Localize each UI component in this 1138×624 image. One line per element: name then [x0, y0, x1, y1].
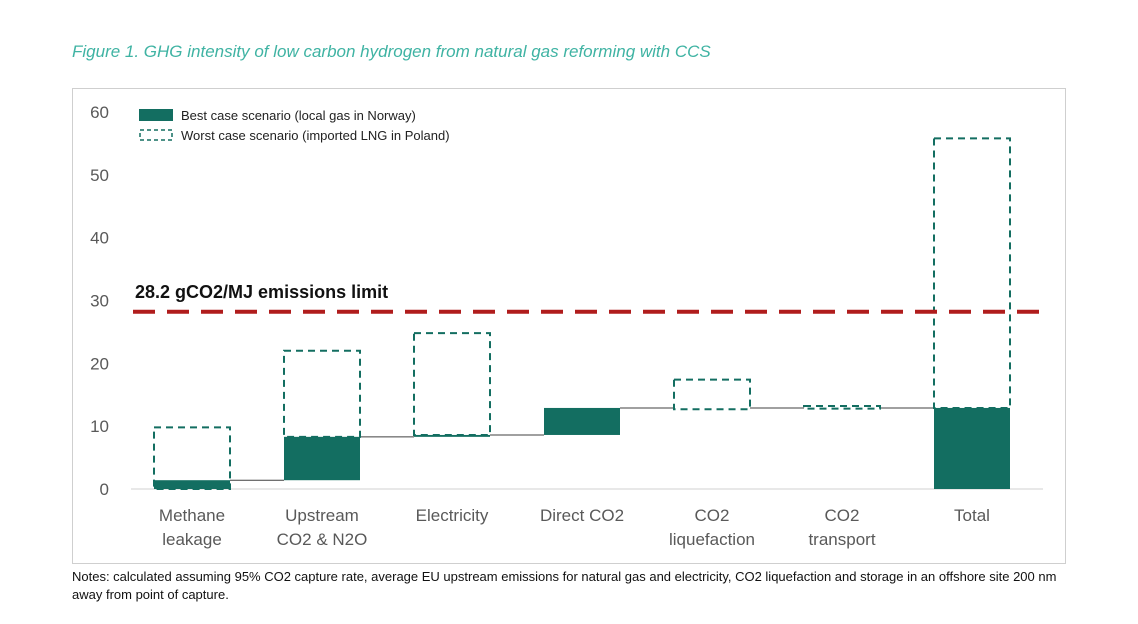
legend-label-best: Best case scenario (local gas in Norway)	[181, 108, 416, 123]
worst-case-bar	[153, 426, 231, 491]
y-tick-label: 30	[90, 292, 109, 311]
y-tick-label: 0	[100, 480, 109, 499]
figure-notes: Notes: calculated assuming 95% CO2 captu…	[72, 569, 1057, 602]
y-tick-label: 50	[90, 166, 109, 185]
x-category-label: CO2	[695, 506, 730, 525]
x-category-label: Direct CO2	[540, 506, 624, 525]
figure-title: Figure 1. GHG intensity of low carbon hy…	[72, 42, 711, 61]
worst-case-bar	[413, 332, 491, 436]
legend-swatch-worst	[139, 129, 173, 141]
worst-case-bar	[803, 405, 881, 410]
emissions-limit-label: 28.2 gCO2/MJ emissions limit	[135, 282, 388, 302]
chart-frame: 0 10 20 30 40 50 60 28.2 gCO2/MJ emissions limi…	[72, 88, 1066, 564]
legend-swatch-best	[139, 109, 173, 121]
best-case-bar	[934, 407, 1010, 489]
x-category-label: CO2	[825, 506, 860, 525]
ghg-waterfall-chart: 0 10 20 30 40 50 60 28.2 gCO2/MJ emissions limi…	[90, 103, 1043, 549]
y-tick-label: 20	[90, 354, 109, 373]
worst-case-bar	[283, 349, 361, 438]
best-case-bar	[544, 407, 620, 435]
x-category-label: leakage	[162, 530, 222, 549]
best-case-bar	[284, 436, 360, 481]
x-category-label: Total	[954, 506, 990, 525]
best-case-bar	[154, 480, 230, 489]
x-category-label: liquefaction	[669, 530, 755, 549]
legend-label-worst: Worst case scenario (imported LNG in Pol…	[181, 128, 450, 143]
x-category-label: Electricity	[416, 506, 489, 525]
worst-case-bar	[933, 137, 1011, 409]
x-category-label: Methane	[159, 506, 225, 525]
y-tick-label: 10	[90, 417, 109, 436]
worst-case-bar	[673, 378, 751, 411]
x-category-label: CO2 & N2O	[277, 530, 368, 549]
x-category-label: transport	[808, 530, 875, 549]
y-tick-label: 40	[90, 229, 109, 248]
best-case-bar	[414, 434, 490, 437]
y-tick-label: 60	[90, 103, 109, 122]
x-category-label: Upstream	[285, 506, 359, 525]
